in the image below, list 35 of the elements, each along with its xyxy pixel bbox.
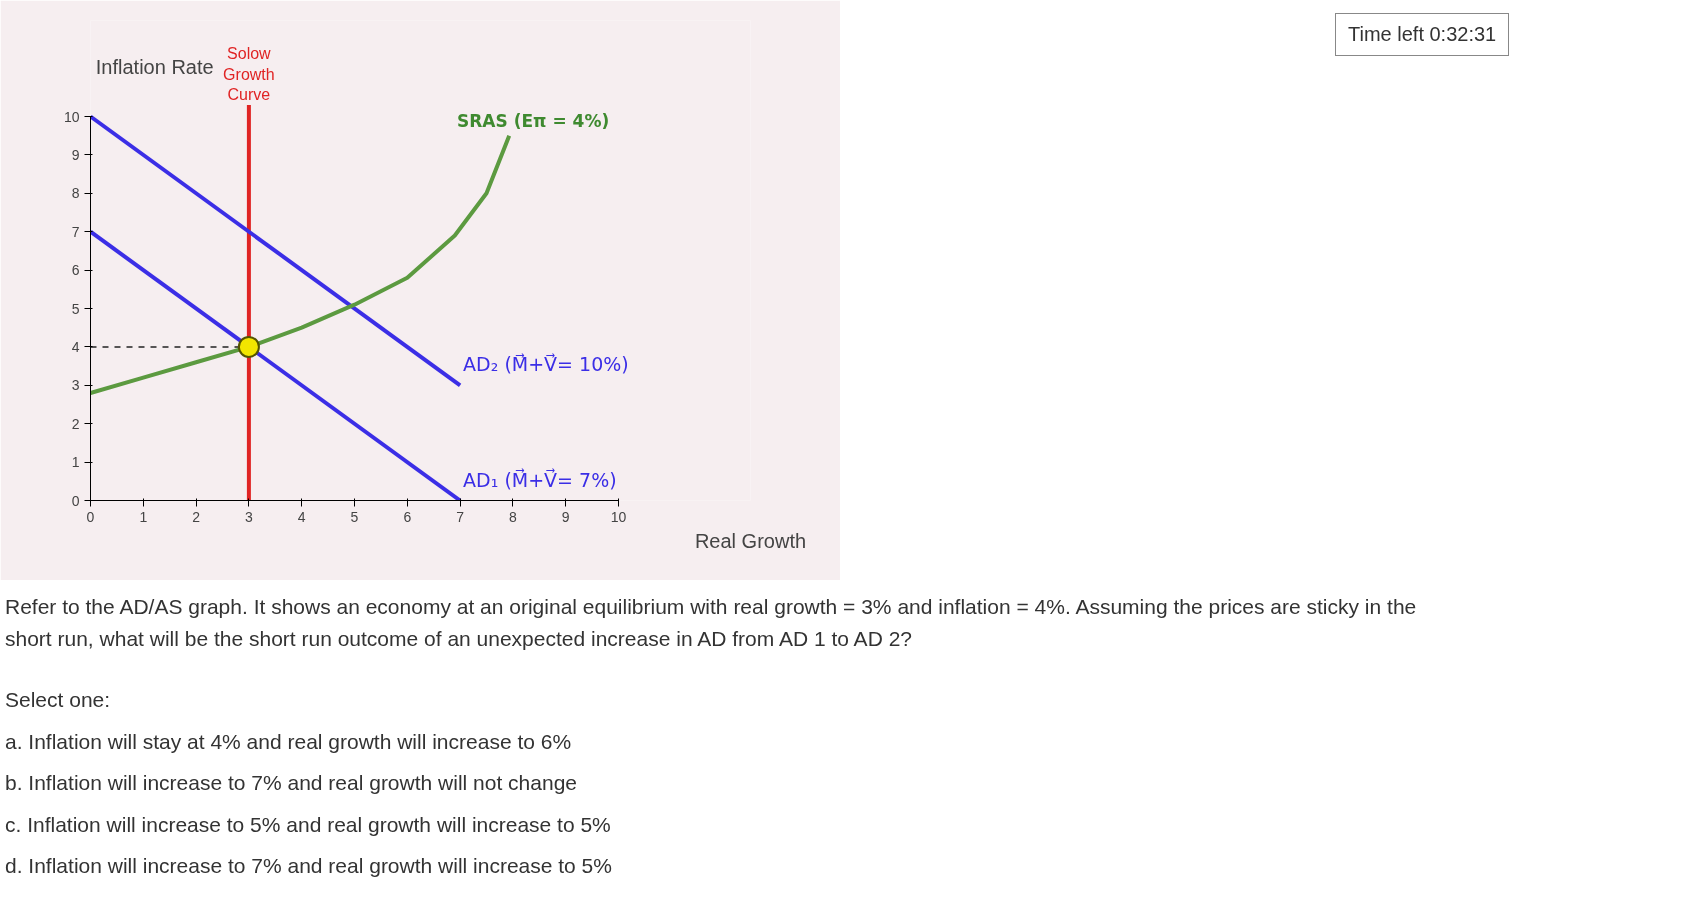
- y-tick-label: 1: [71, 454, 80, 471]
- x-tick-label: 10: [610, 508, 627, 525]
- x-tick-label: 2: [192, 508, 201, 525]
- y-tick-label: 4: [71, 338, 80, 355]
- text: Select one:: [5, 687, 112, 713]
- x-tick-label: 6: [403, 508, 412, 525]
- x-tick-label: 4: [297, 508, 306, 525]
- y-tick-label: 2: [71, 415, 80, 432]
- y-tick-label: 7: [71, 223, 80, 240]
- x-tick-label: 1: [139, 508, 148, 525]
- y-tick-label: 9: [71, 146, 80, 163]
- y-tick-label: 8: [71, 185, 80, 202]
- y-axis-title: Inflation Rate: [95, 56, 214, 79]
- x-axis-title: Real Growth: [694, 529, 807, 552]
- y-tick-label: 10: [63, 108, 80, 125]
- x-tick-label: 8: [509, 508, 518, 525]
- x-tick-label: 0: [86, 508, 95, 525]
- text: d. Inflation will increase to 7% and real growth will increase to 5%: [5, 853, 613, 879]
- x-tick-label: 9: [561, 508, 570, 525]
- x-tick-label: 3: [245, 508, 254, 525]
- x-tick-label: 7: [456, 508, 465, 525]
- ref-line-label: Solow Growth Curve: [223, 45, 275, 104]
- y-tick-label: 6: [71, 262, 80, 279]
- series-label: SRAS (Eπ = 4%): [457, 110, 610, 131]
- y-tick-label: 0: [71, 492, 80, 509]
- x-tick-label: 5: [350, 508, 359, 525]
- y-tick-label: 5: [71, 300, 80, 317]
- text: b. Inflation will increase to 7% and real growth will not change: [5, 770, 578, 796]
- text: Time left 0:32:31: [1335, 13, 1510, 56]
- y-tick-label: 3: [71, 377, 80, 394]
- series-label: AD₁ (M⃗+V⃗= 7%): [463, 468, 617, 491]
- text: Refer to the AD/AS graph. It shows an economy at an original equilibrium with real growth = 3% and inflation = 4%. Assuming the prices are sticky in the short run, what will be the short run outcome of an unexpected increase in AD from AD 1 to AD 2?: [5, 594, 1418, 652]
- text: c. Inflation will increase to 5% and real growth will increase to 5%: [5, 811, 612, 838]
- text: a. Inflation will stay at 4% and real growth will increase to 6%: [5, 728, 573, 755]
- series-label: AD₂ (M⃗+V⃗= 10%): [463, 352, 629, 376]
